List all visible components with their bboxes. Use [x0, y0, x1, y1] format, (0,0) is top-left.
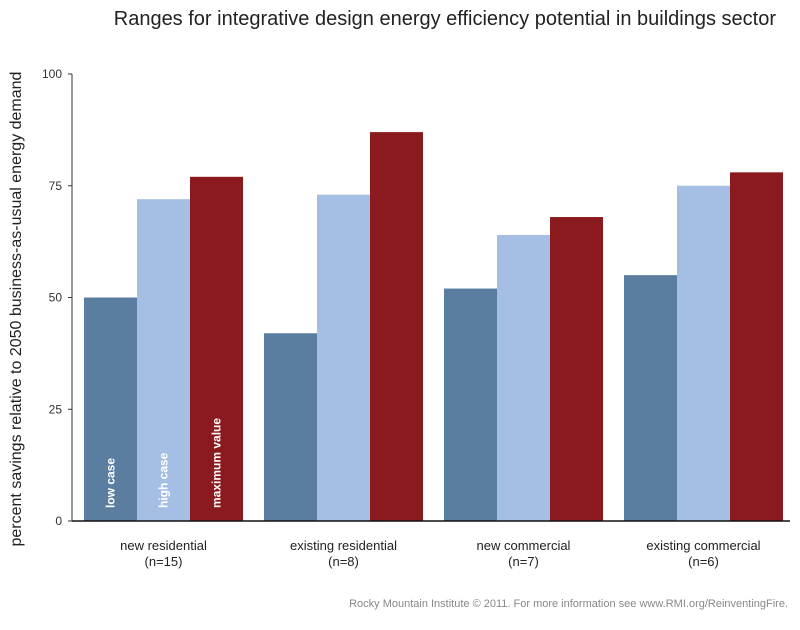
x-category-label: existing commercial	[646, 538, 760, 553]
bar-low-case	[444, 288, 497, 521]
bar-low-case	[264, 333, 317, 521]
bar-high-case	[317, 194, 370, 521]
x-category-count: (n=6)	[688, 554, 719, 569]
legend-label: low case	[104, 458, 118, 508]
bar-maximum-value	[730, 172, 783, 521]
bar-maximum-value	[370, 132, 423, 522]
x-category-count: (n=8)	[328, 554, 359, 569]
y-tick-label: 75	[49, 179, 63, 193]
bar-maximum-value	[190, 176, 243, 521]
bar-high-case	[497, 234, 550, 522]
bar-low-case	[624, 275, 677, 521]
y-tick-label: 50	[49, 291, 63, 305]
x-category-label: new commercial	[477, 538, 571, 553]
bar-high-case	[677, 185, 730, 521]
x-category-label: new residential	[120, 538, 207, 553]
bar-low-case	[84, 297, 137, 521]
chart-title: Ranges for integrative design energy eff…	[113, 8, 776, 30]
y-tick-label: 25	[49, 402, 63, 416]
legend-label: maximum value	[210, 418, 224, 508]
legend-label: high case	[157, 452, 171, 508]
y-tick-label: 100	[42, 67, 62, 81]
bar-maximum-value	[550, 217, 603, 522]
footer-credit: Rocky Mountain Institute © 2011. For mor…	[349, 598, 788, 610]
x-category-label: existing residential	[290, 538, 397, 553]
bar-high-case	[137, 199, 190, 521]
x-category-count: (n=7)	[508, 554, 539, 569]
x-category-count: (n=15)	[145, 554, 183, 569]
y-tick-label: 0	[55, 514, 62, 528]
